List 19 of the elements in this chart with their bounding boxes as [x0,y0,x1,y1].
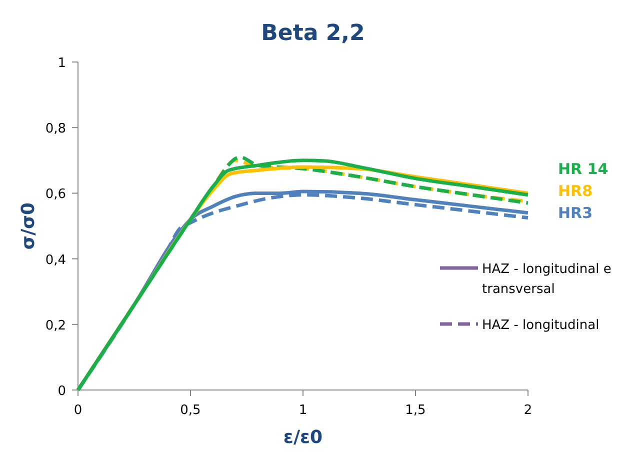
legend-label: HAZ - longitudinal e transversal [482,262,612,297]
series-label: HR3 [558,204,593,222]
x-tick-label: 0,5 [180,403,201,418]
y-tick-label: 1 [58,56,66,71]
text: HR 14 [558,160,608,178]
x-tick-label: 2 [524,403,532,418]
y-tick-label: 0,6 [45,187,66,202]
y-tick-label: 0 [58,384,66,399]
x-tick-label: 1 [298,403,308,418]
x-tick-label: 0 [74,403,82,418]
x-tick-label: 1,5 [405,403,426,418]
y-tick-label: 0,8 [45,122,66,137]
y-axis-title: σ/σ0 [18,202,39,250]
text: HR8 [558,182,593,200]
x-axis-title: ε/ε0 [283,427,323,448]
chart-title: Beta 2,2 [261,21,365,46]
y-tick-label: 0,4 [45,252,66,268]
y-tick-label: 0,2 [45,318,66,334]
legend-label: HAZ - longitudinal [482,318,600,333]
